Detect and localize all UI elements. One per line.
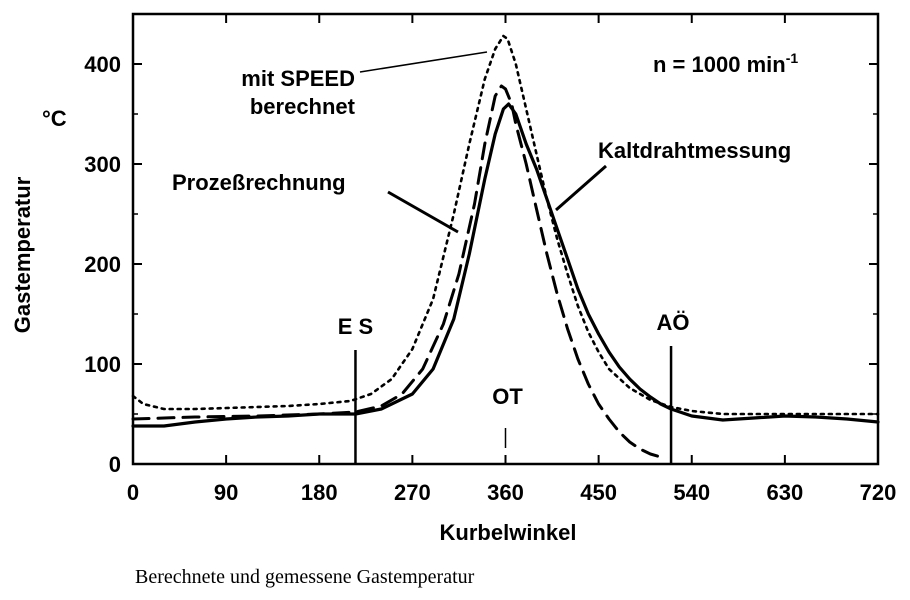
x-tick-label: 540 [673, 480, 710, 505]
figure-caption: Berechnete und gemessene Gastemperatur [135, 566, 475, 588]
ao-label: AÖ [657, 310, 690, 335]
series-line-proze-rechnung [131, 84, 663, 459]
x-tick-label: 90 [214, 480, 238, 505]
kaltdraht-label: Kaltdrahtmessung [598, 138, 791, 163]
speed-annotation-text: n = 1000 min [653, 52, 786, 77]
x-tick-label: 270 [394, 480, 431, 505]
y-tick-label: 0 [109, 452, 121, 477]
x-tick-label: 450 [580, 480, 617, 505]
axis-ticks: 0 90 180 270 360 450 540 630 720 0 100 200 300 400 [84, 14, 896, 505]
y-tick-label: 100 [84, 352, 121, 377]
y-axis-unit: °C [42, 106, 67, 131]
speed-label-line1: mit SPEED [241, 66, 355, 91]
ot-label: OT [492, 384, 523, 409]
kaltdraht-leader-line [555, 164, 607, 212]
prozess-label: Prozeßrechnung [172, 170, 346, 195]
x-tick-label: 180 [301, 480, 338, 505]
y-tick-label: 300 [84, 152, 121, 177]
speed-leader-line [359, 51, 488, 73]
x-tick-label: 720 [860, 480, 897, 505]
x-tick-label: 360 [487, 480, 524, 505]
annotation-layer: °C Gastemperatur Kurbelwinkel mit SPEED … [10, 50, 798, 545]
speed-annotation: n = 1000 min-1 [653, 50, 798, 77]
series-layer [131, 34, 880, 459]
y-tick-label: 400 [84, 52, 121, 77]
x-axis-label: Kurbelwinkel [440, 520, 577, 545]
es-label: E S [338, 314, 373, 339]
y-tick-label: 200 [84, 252, 121, 277]
series-line-mit-speed-berechnet [131, 34, 880, 416]
speed-annotation-exponent: -1 [786, 50, 799, 66]
x-tick-label: 630 [767, 480, 804, 505]
y-axis-label: Gastemperatur [10, 176, 35, 333]
x-tick-label: 0 [127, 480, 139, 505]
speed-label-line2: berechnet [250, 94, 356, 119]
prozess-leader-line [387, 190, 459, 234]
